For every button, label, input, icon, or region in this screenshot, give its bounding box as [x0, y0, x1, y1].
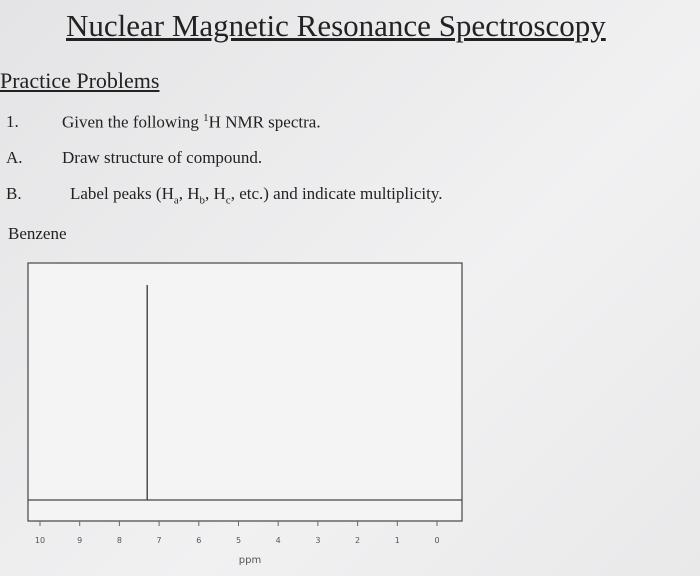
- item-number: 1.: [6, 112, 19, 131]
- item-text: Given the following 1H NMR spectra.: [62, 112, 321, 133]
- title: Nuclear Magnetic Resonance Spectroscopy: [66, 8, 606, 43]
- x-tick-label: 9: [77, 536, 82, 545]
- text-part: Given the following: [62, 112, 204, 132]
- text-part: a: [173, 194, 179, 207]
- text-part: 1: [203, 112, 209, 124]
- x-tick-label: 8: [117, 536, 122, 545]
- subtitle: Practice Problems: [0, 68, 160, 93]
- x-tick-label: 1: [395, 536, 400, 545]
- text-part: , H: [178, 184, 200, 203]
- text-part: , H: [205, 184, 226, 203]
- text-part: c: [225, 194, 231, 207]
- x-tick-label: 2: [355, 536, 360, 545]
- x-tick-label: 5: [236, 536, 241, 545]
- x-tick-label: 6: [196, 536, 201, 545]
- item-number: A.: [6, 148, 23, 167]
- text-part: b: [199, 194, 206, 207]
- x-tick-label: 4: [276, 536, 281, 545]
- compound-name: Benzene: [8, 224, 67, 243]
- text-part: H NMR spectra.: [208, 112, 321, 132]
- text-part: Draw structure of compound.: [62, 148, 263, 167]
- x-tick-label: 0: [434, 536, 439, 545]
- item-text: Label peaks (Ha, Hb, Hc, etc.) and indic…: [70, 184, 443, 206]
- x-tick-label: 3: [315, 536, 320, 545]
- x-tick-label: 10: [35, 536, 45, 545]
- text-part: , etc.) and indicate multiplicity.: [230, 184, 443, 203]
- x-tick-label: 7: [157, 536, 162, 545]
- text-part: Label peaks (H: [70, 184, 174, 203]
- x-axis-label: ppm: [239, 555, 261, 566]
- spectrum-frame: [27, 262, 463, 522]
- item-number: B.: [6, 184, 22, 203]
- item-text: Draw structure of compound.: [62, 148, 262, 168]
